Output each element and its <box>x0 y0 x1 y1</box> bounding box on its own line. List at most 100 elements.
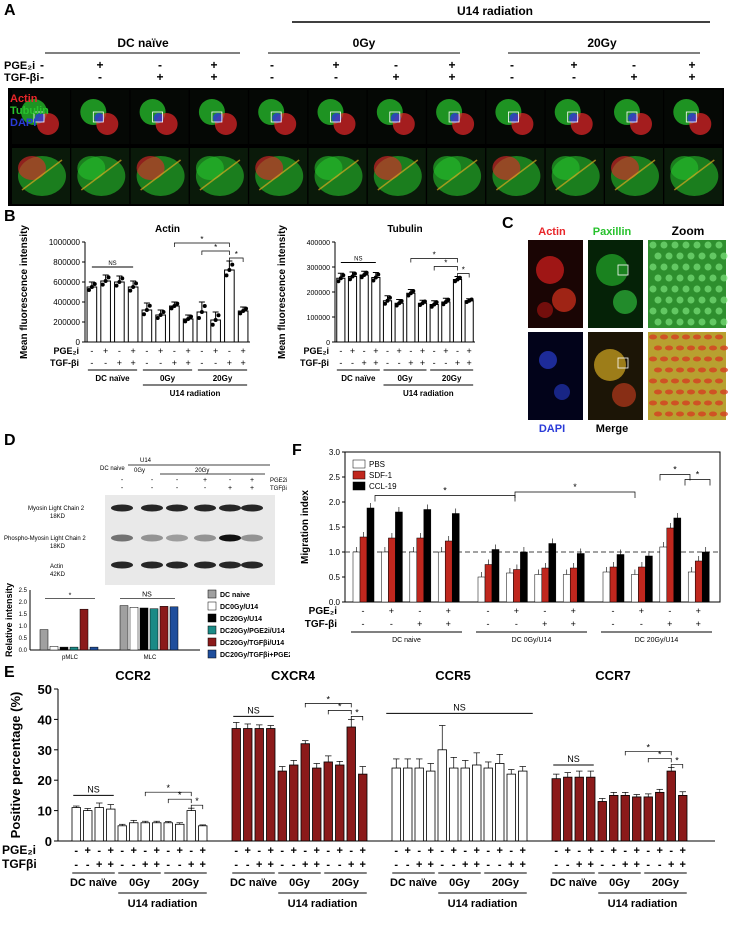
a-u14-title: U14 radiation <box>457 4 533 18</box>
sig-star: * <box>338 701 342 711</box>
group-label: 0Gy <box>449 877 471 889</box>
d-blot-label-3: Actin <box>50 564 63 570</box>
bar <box>518 770 528 842</box>
sign-pge: + <box>696 606 701 616</box>
sign-pge: - <box>487 606 490 616</box>
group-label: 0Gy <box>397 374 413 383</box>
data-point <box>92 282 97 286</box>
bar <box>140 822 150 842</box>
blot-band <box>166 561 188 569</box>
sign-tgf: - <box>120 859 124 871</box>
data-point <box>189 314 194 319</box>
sign-pge: - <box>234 845 238 857</box>
sig-bracket <box>201 250 230 255</box>
sign-pge: + <box>680 845 686 857</box>
legend-swatch <box>207 613 217 623</box>
sign-tgf: + <box>668 859 674 871</box>
data-point <box>144 308 149 312</box>
y-tick-label: 300000 <box>307 265 330 272</box>
sign-tgf: - <box>104 358 107 368</box>
y-tick-label: 10 <box>38 804 52 819</box>
panel-b: Actin02000004000006000008000001000000Mea… <box>19 224 475 398</box>
legend-label: DC0Gy/U14 <box>220 604 258 611</box>
sign-tgf: + <box>588 859 594 871</box>
u14-label: U14 radiation <box>170 389 221 398</box>
blot-band <box>241 534 263 542</box>
bar <box>231 728 241 842</box>
sign-pge: + <box>389 606 394 616</box>
u14-label: U14 radiation <box>288 898 358 910</box>
sign-pge: - <box>362 606 365 616</box>
bar <box>491 549 500 603</box>
chart-title: CXCR4 <box>271 668 316 683</box>
sig-bracket <box>659 474 691 481</box>
a-zoom <box>486 148 545 204</box>
bar <box>609 794 619 842</box>
c-dapi-image <box>528 332 583 420</box>
a-zoom <box>71 148 130 204</box>
d-blot-kd-1: 18KD <box>50 514 66 520</box>
bar <box>495 763 505 842</box>
data-point <box>371 278 376 283</box>
ns-label: NS <box>567 754 580 764</box>
bar <box>441 301 451 343</box>
sign-pge: + <box>291 845 297 857</box>
sign-pge: + <box>108 845 114 857</box>
bar <box>163 822 173 842</box>
tubulin-chart: Tubulin 0 100000 200000 300000 400000 Mean flu… <box>277 224 475 398</box>
data-point <box>183 319 188 324</box>
bar <box>382 300 393 343</box>
bar <box>687 571 696 603</box>
a-group-dc: DC naïve <box>117 36 169 50</box>
sign-tgf: + <box>373 358 378 368</box>
sign-tgf: + <box>172 358 177 368</box>
d-quant-chart: 0.0 0.5 1.0 1.5 2.0 2.5 Relative intensity pMLC… <box>4 583 290 661</box>
sign-tgf: + <box>240 358 245 368</box>
sign-pge: - <box>280 845 284 857</box>
a-stain-actin: Actin <box>10 93 38 105</box>
a-sign-pge: - <box>632 58 636 72</box>
bar <box>289 764 299 842</box>
blot-band <box>194 534 216 542</box>
data-point <box>147 303 152 308</box>
data-point <box>158 313 163 317</box>
bar <box>79 608 89 651</box>
sig-star: * <box>675 755 679 765</box>
sign-tgf: + <box>634 859 640 871</box>
c-dapi-label: DAPI <box>539 423 565 435</box>
sign-pge: - <box>543 606 546 616</box>
data-point <box>350 274 355 279</box>
sign-tgf: + <box>428 859 434 871</box>
sig-star: * <box>235 250 238 259</box>
data-point <box>227 268 232 272</box>
bar <box>359 536 368 603</box>
sign-tgf: - <box>515 619 518 629</box>
sign-tgf: - <box>440 859 444 871</box>
sign-tgf: + <box>348 859 354 871</box>
a-micrograph <box>130 90 189 144</box>
bar <box>643 796 653 842</box>
y-axis-label: Mean fluorescence intensity <box>19 225 30 359</box>
sign-pge: - <box>600 845 604 857</box>
y-tick-label: 0.0 <box>329 598 341 607</box>
sign-pge: + <box>588 845 594 857</box>
legend-swatch <box>207 649 217 659</box>
d-header-dc: DC naive <box>100 466 125 472</box>
bar <box>347 276 358 343</box>
group-label: 20Gy <box>172 877 200 889</box>
x-tick-label: MLC <box>144 655 157 661</box>
bar <box>127 286 139 343</box>
sign-pge: + <box>130 346 135 356</box>
sign-tgf: - <box>554 859 558 871</box>
ns-label: NS <box>453 702 466 712</box>
a-row-tgf: TGF-βi <box>4 72 39 84</box>
sign-tgf: - <box>246 859 250 871</box>
panel-f: 0.0 0.5 1.0 1.5 2.0 2.5 3.0 Migration index - - + -… <box>300 448 721 644</box>
y-tick-label: 2.0 <box>19 600 28 606</box>
bar <box>678 794 688 842</box>
bar <box>423 509 432 603</box>
bar <box>563 776 573 842</box>
a-micrograph <box>367 90 426 144</box>
d-sign-tgf: - <box>204 485 207 492</box>
row-label-pge: PGE₂i <box>2 843 36 857</box>
